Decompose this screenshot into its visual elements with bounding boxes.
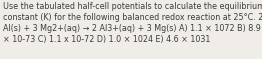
Text: Use the tabulated half-cell potentials to calculate the equilibrium
constant (K): Use the tabulated half-cell potentials t… (3, 2, 262, 44)
